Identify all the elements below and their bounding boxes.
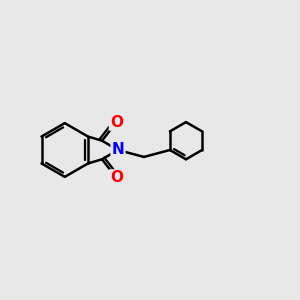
Text: N: N <box>112 142 124 158</box>
Text: O: O <box>110 170 123 185</box>
Text: O: O <box>110 115 123 130</box>
